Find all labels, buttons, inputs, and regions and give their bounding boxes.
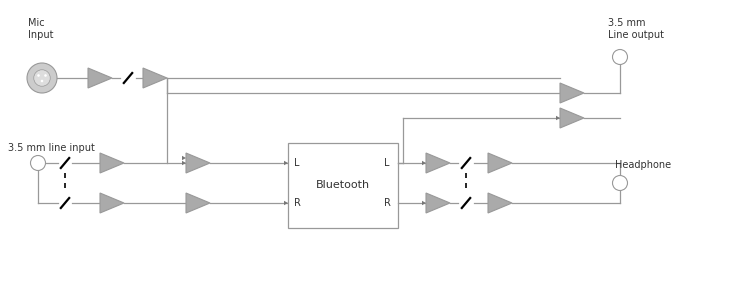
Polygon shape [88, 68, 112, 88]
Polygon shape [186, 193, 210, 213]
Polygon shape [284, 161, 288, 165]
Text: 3.5 mm line input: 3.5 mm line input [8, 143, 95, 153]
Polygon shape [100, 153, 124, 173]
Polygon shape [556, 116, 560, 120]
Text: Mic
Input: Mic Input [28, 18, 53, 40]
Polygon shape [186, 153, 210, 173]
Circle shape [612, 49, 628, 65]
Text: Headphone: Headphone [615, 160, 671, 170]
Polygon shape [143, 68, 167, 88]
Circle shape [612, 176, 628, 190]
Polygon shape [100, 193, 124, 213]
Polygon shape [182, 161, 186, 165]
Polygon shape [422, 161, 426, 165]
Text: Bluetooth: Bluetooth [316, 180, 370, 190]
Polygon shape [422, 201, 426, 205]
Polygon shape [182, 156, 186, 160]
Polygon shape [488, 193, 512, 213]
Polygon shape [560, 83, 584, 103]
Text: 3.5 mm
Line output: 3.5 mm Line output [608, 18, 664, 40]
Text: L: L [294, 158, 299, 168]
Text: L: L [384, 158, 390, 168]
Bar [288, 143, 398, 228]
Polygon shape [560, 108, 584, 128]
Circle shape [27, 63, 57, 93]
Circle shape [37, 74, 40, 77]
Circle shape [31, 156, 45, 170]
Text: R: R [384, 198, 391, 208]
Circle shape [41, 80, 43, 82]
Polygon shape [284, 201, 288, 205]
Circle shape [45, 74, 47, 77]
Circle shape [34, 70, 50, 86]
Polygon shape [426, 193, 450, 213]
Text: R: R [294, 198, 301, 208]
Polygon shape [488, 153, 512, 173]
Polygon shape [426, 153, 450, 173]
